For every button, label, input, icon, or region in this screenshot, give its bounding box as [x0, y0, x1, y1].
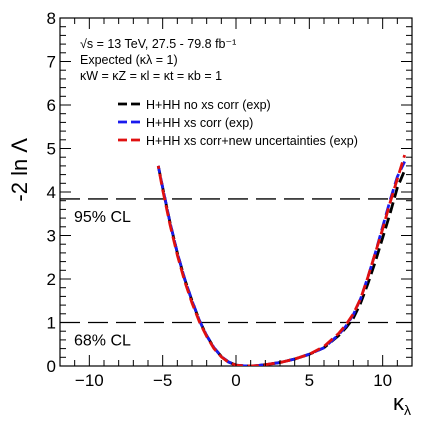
- cl-lines: 95% CL 68% CL: [60, 198, 412, 350]
- x-tick-label: −10: [75, 371, 104, 390]
- y-tick-label: 2: [47, 270, 56, 289]
- x-axis-title: κλ: [393, 390, 411, 418]
- x-axis-title-sub: λ: [404, 402, 411, 418]
- x-tick-label: 5: [305, 371, 314, 390]
- y-tick-label: 8: [47, 9, 56, 28]
- info-expected: Expected (κλ = 1): [80, 53, 178, 67]
- series-line: [156, 154, 407, 366]
- info-energy-lumi: √s = 13 TeV, 27.5 - 79.8 fb⁻¹: [80, 37, 236, 51]
- series-line: [156, 160, 406, 366]
- legend: H+HH no xs corr (exp) H+HH xs corr (exp) H…: [118, 98, 358, 148]
- x-tick-label: −5: [153, 371, 172, 390]
- cl-label: 95% CL: [74, 209, 131, 226]
- y-tick-label: 6: [47, 96, 56, 115]
- series-curves: [156, 154, 407, 366]
- y-tick-label: 0: [47, 357, 56, 376]
- x-tick-labels: −10 −5 0 5 10: [75, 371, 392, 390]
- x-tick-label: 10: [373, 371, 392, 390]
- legend-label: H+HH xs corr+new uncertainties (exp): [146, 134, 358, 148]
- legend-label: H+HH no xs corr (exp): [146, 98, 271, 112]
- info-couplings: κW = κZ = κl = κt = κb = 1: [80, 69, 222, 83]
- y-tick-labels: 0 1 2 3 4 5 6 7 8: [47, 9, 56, 376]
- y-axis-title: -2 ln Λ: [7, 138, 32, 202]
- legend-label: H+HH xs corr (exp): [146, 116, 253, 130]
- y-tick-label: 3: [47, 227, 56, 246]
- cl-label: 68% CL: [74, 333, 131, 350]
- y-tick-label: 1: [47, 314, 56, 333]
- axis-ticks: [59, 17, 413, 367]
- y-tick-label: 7: [47, 53, 56, 72]
- y-tick-label: 4: [47, 183, 56, 202]
- y-tick-label: 5: [47, 140, 56, 159]
- series-line: [156, 165, 406, 366]
- x-tick-label: 0: [231, 371, 240, 390]
